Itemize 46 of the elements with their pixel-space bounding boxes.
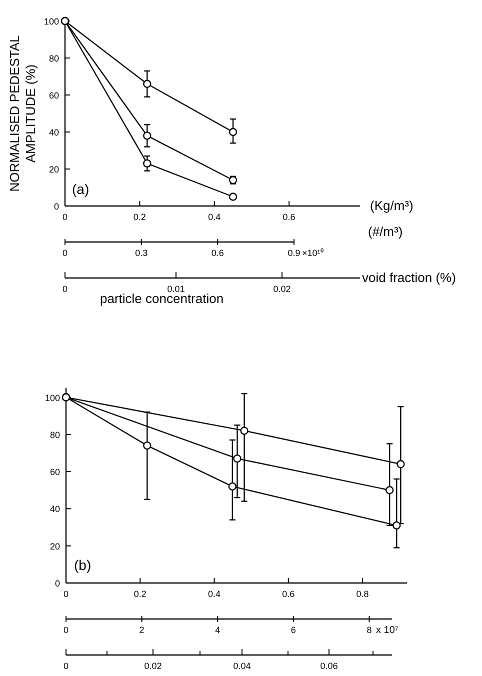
x2-tick-label: 6 <box>290 625 296 635</box>
x2-tick-label: 0.6 <box>211 248 224 258</box>
x-tick-label: 0 <box>62 212 68 222</box>
y-tick-label: 40 <box>48 128 59 138</box>
text: 0.02 <box>273 284 291 294</box>
x2-axis-title: x 10⁷ <box>376 625 399 636</box>
x2-tick-label: 0 <box>62 248 68 258</box>
x-tick-label: 0.4 <box>208 589 221 599</box>
y-tick-label: 100 <box>44 392 60 403</box>
y-tick-label: 20 <box>50 541 60 552</box>
text: 0.06 <box>320 661 338 671</box>
text: 0 <box>62 284 68 294</box>
text: 0.01 <box>167 284 185 294</box>
y-tick-label: 80 <box>50 430 60 440</box>
text: 0.04 <box>233 661 251 671</box>
y-tick-label: 0 <box>54 578 60 588</box>
y-tick-label: 100 <box>44 16 59 26</box>
y-tick-label: 20 <box>48 164 59 174</box>
x2-tick-label: 0 <box>63 625 69 635</box>
x-tick-label: 0.2 <box>133 212 146 222</box>
text: 0.02 <box>144 661 162 671</box>
text: void fraction (%) <box>362 270 456 285</box>
x-tick-label: 0.6 <box>282 212 296 222</box>
x-axis-title: (Kg/m³) <box>370 198 414 213</box>
x2-tick-label: 2 <box>139 625 144 635</box>
x-tick-label: 0.2 <box>134 589 146 599</box>
y-tick-label: 60 <box>48 90 59 100</box>
y-tick-label: 40 <box>50 504 60 514</box>
x-tick-label: 0.4 <box>208 212 221 222</box>
x-tick-label: 0.8 <box>356 589 369 599</box>
annotation: (b) <box>74 557 92 573</box>
x-tick-label: 0.6 <box>282 589 295 599</box>
y-tick-label: 0 <box>54 202 59 212</box>
x2-tick-label: 8 <box>366 625 372 635</box>
y-axis-title: NORMALISED PEDESTAL AMPLITUDE (%) <box>7 35 38 192</box>
y-tick-label: 80 <box>48 54 59 64</box>
x2-tick-label: 4 <box>215 625 220 635</box>
x2-tick-label: 0.3 <box>135 248 148 258</box>
x-tick-label: 0 <box>63 589 69 599</box>
annotation: (a) <box>72 181 90 197</box>
x2-axis-title: (#/m³) <box>368 224 403 239</box>
x2-tick-label: 0.9 <box>288 248 300 258</box>
text: 0 <box>63 661 69 671</box>
text: ×10¹⁰ <box>302 248 324 258</box>
text: particle concentration <box>100 291 224 306</box>
y-tick-label: 60 <box>50 467 60 478</box>
